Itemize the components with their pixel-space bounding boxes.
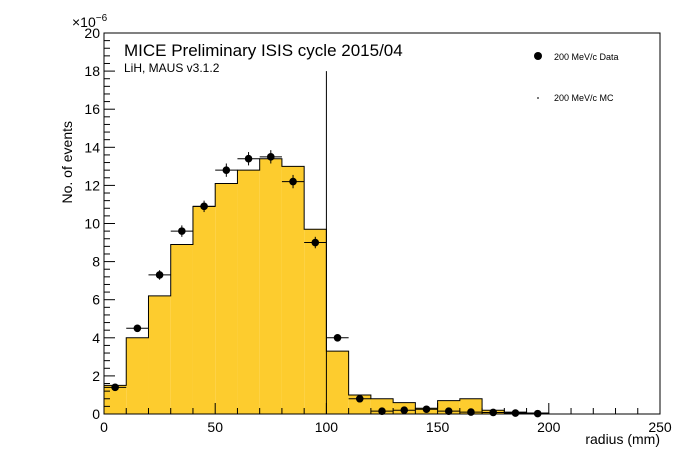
chart-subtitle: LiH, MAUS v3.1.2	[124, 61, 220, 75]
data-marker	[311, 238, 320, 247]
data-marker	[489, 408, 498, 417]
data-marker	[267, 153, 275, 161]
data-marker	[133, 324, 142, 333]
data-point	[504, 409, 527, 417]
y-axis-label: No. of events	[59, 121, 75, 204]
y-exponent: ×10−6	[72, 13, 108, 30]
y-axis-ticks: 0 2 4 6 8 10 12 14 16 18 20	[84, 25, 115, 422]
y-tick-label: 16	[84, 101, 100, 117]
data-point	[304, 236, 327, 249]
x-tick-label: 200	[537, 419, 561, 435]
x-tick-label: 150	[426, 419, 450, 435]
data-marker	[178, 227, 186, 235]
histogram-bin	[170, 244, 193, 414]
data-point	[393, 406, 416, 414]
y-exponent-power: −6	[96, 13, 108, 24]
histogram-bin	[370, 398, 394, 414]
data-point	[104, 383, 127, 392]
histogram-bin	[148, 295, 171, 414]
y-tick-label: 8	[92, 254, 100, 270]
data-point	[437, 407, 460, 415]
y-tick-label: 10	[84, 216, 100, 232]
legend: 200 MeV/c Data 200 MeV/c MC	[534, 52, 619, 103]
y-tick-label: 20	[84, 25, 100, 41]
data-marker	[333, 334, 342, 342]
data-point	[370, 407, 394, 415]
data-point	[215, 163, 238, 177]
data-marker	[422, 405, 431, 414]
y-exponent-base: ×10	[72, 14, 96, 30]
y-tick-label: 14	[84, 139, 100, 155]
y-tick-label: 2	[92, 368, 100, 384]
histogram-bin	[237, 170, 260, 414]
data-points	[104, 150, 549, 418]
histogram-bin	[126, 337, 149, 414]
legend-data-label: 200 MeV/c Data	[554, 52, 619, 62]
data-marker	[378, 407, 386, 415]
data-point	[170, 225, 193, 237]
legend-mc-marker	[537, 97, 539, 99]
y-tick-label: 12	[84, 177, 100, 193]
mc-histogram	[103, 158, 550, 414]
data-marker	[289, 177, 297, 186]
x-tick-label: 250	[648, 419, 672, 435]
data-point	[148, 270, 171, 280]
data-marker	[444, 407, 453, 415]
data-point	[348, 394, 371, 403]
histogram-bin	[348, 394, 371, 414]
y-tick-label: 4	[92, 330, 100, 346]
histogram-bin	[259, 158, 282, 414]
chart-title: MICE Preliminary ISIS cycle 2015/04	[124, 41, 403, 60]
data-marker	[467, 408, 475, 416]
histogram-bin	[281, 166, 305, 414]
data-point	[415, 405, 438, 414]
histogram-bin	[459, 398, 483, 414]
legend-data-marker	[534, 52, 542, 60]
data-marker	[155, 271, 164, 279]
x-tick-label: 50	[207, 419, 223, 435]
legend-mc-label: 200 MeV/c MC	[554, 93, 614, 103]
x-axis-ticks: 0 50 100 150 200 250	[100, 403, 672, 435]
data-marker	[244, 154, 253, 163]
data-marker	[400, 406, 409, 414]
data-point	[259, 150, 282, 164]
data-point	[126, 324, 149, 333]
x-tick-label: 0	[100, 419, 108, 435]
data-marker	[222, 166, 231, 174]
histogram-bin	[215, 183, 238, 414]
y-tick-label: 0	[92, 406, 100, 422]
x-tick-label: 100	[315, 419, 339, 435]
data-point	[281, 174, 305, 189]
data-marker	[511, 409, 520, 417]
data-marker	[355, 394, 364, 403]
data-point	[326, 334, 349, 342]
data-marker	[200, 202, 208, 211]
data-point	[237, 152, 260, 166]
histogram-bin	[326, 351, 349, 414]
histogram-bin	[192, 206, 216, 414]
y-tick-label: 18	[84, 63, 100, 79]
y-tick-label: 6	[92, 292, 100, 308]
x-axis-label: radius (mm)	[585, 431, 660, 447]
data-marker	[111, 383, 119, 392]
histogram-bin	[304, 229, 327, 414]
data-point	[192, 200, 216, 213]
